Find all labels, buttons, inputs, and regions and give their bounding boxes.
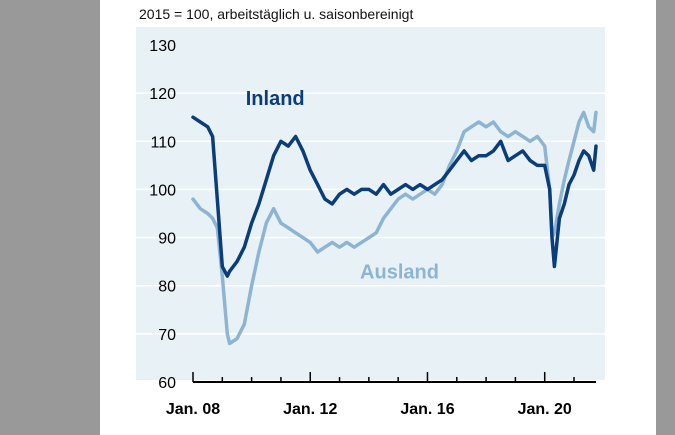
x-tick-label: Jan. 16: [400, 401, 454, 418]
y-tick-label: 130: [149, 38, 176, 55]
y-tick-label: 120: [149, 86, 176, 103]
y-tick-label: 80: [158, 279, 176, 296]
series-label-inland: Inland: [246, 88, 305, 110]
y-tick-label: 70: [158, 327, 176, 344]
x-tick-label: Jan. 12: [283, 401, 337, 418]
chart-subtitle: 2015 = 100, arbeitstäglich u. saisonbere…: [139, 6, 414, 22]
y-tick-label: 110: [150, 134, 176, 151]
plot-area: [136, 27, 605, 380]
right-margin-bar: [656, 0, 675, 435]
y-tick-label: 100: [149, 182, 176, 199]
series-label-ausland: Ausland: [360, 261, 439, 283]
series-annotations: Inland Ausland: [246, 88, 439, 283]
y-tick-label: 90: [158, 231, 176, 248]
y-axis-ticks: 60 70 80 90 100 110 120 130: [149, 38, 176, 392]
y-tick-label: 60: [158, 375, 176, 392]
x-axis: Jan. 08 Jan. 12 Jan. 16 Jan. 20: [166, 372, 596, 418]
x-tick-label: Jan. 08: [166, 401, 220, 418]
left-margin-bar: [0, 0, 100, 435]
x-tick-label: Jan. 20: [518, 401, 572, 418]
series-line-inland: [191, 115, 598, 278]
series-lines: [191, 110, 598, 346]
